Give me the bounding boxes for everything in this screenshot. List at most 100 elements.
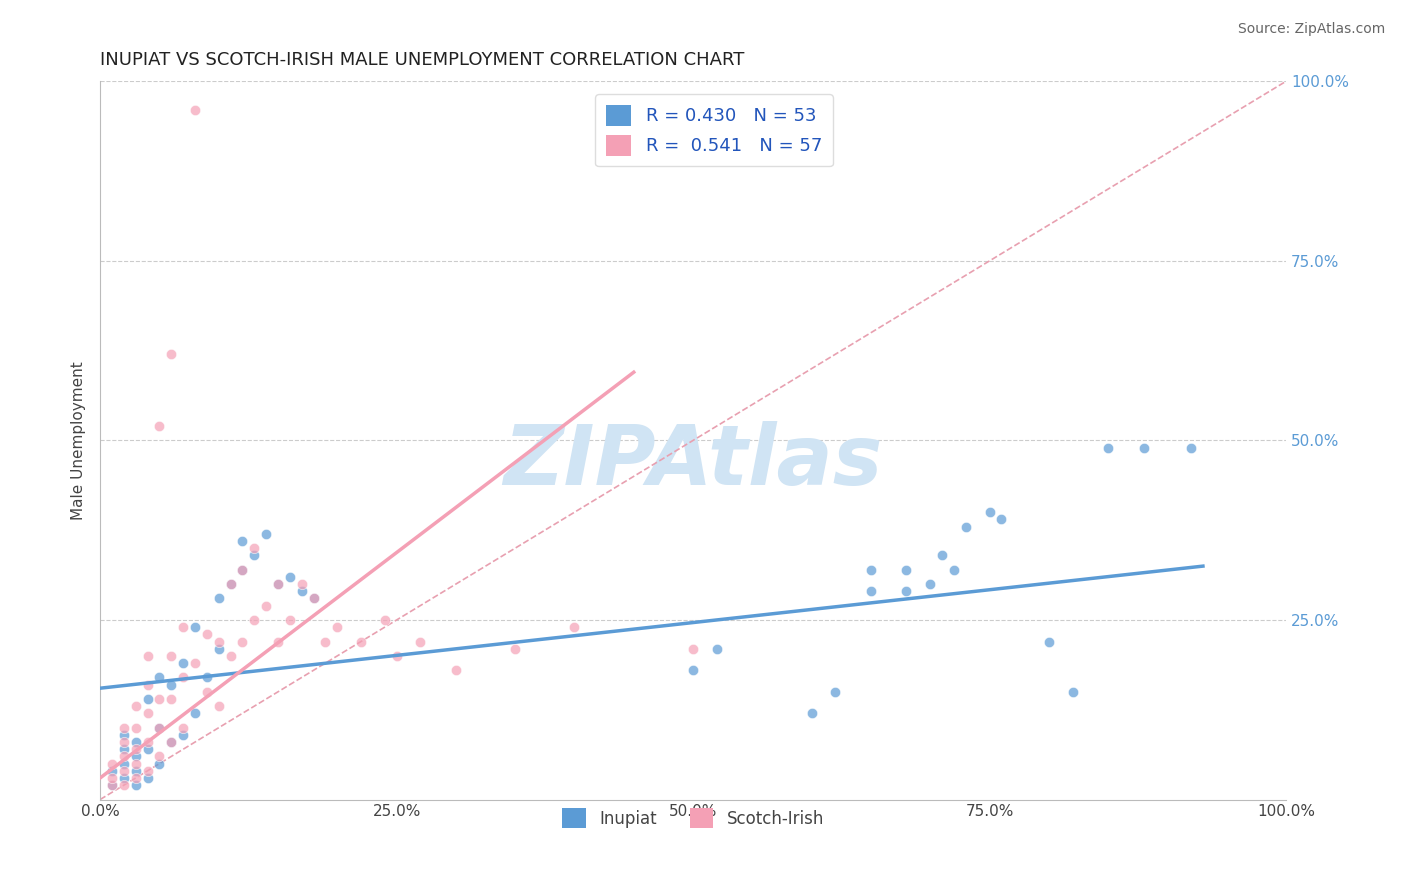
- Point: [267, 634, 290, 648]
- Point: [706, 641, 728, 656]
- Point: [208, 634, 231, 648]
- Point: [195, 685, 218, 699]
- Point: [136, 735, 159, 749]
- Point: [208, 699, 231, 714]
- Point: [859, 563, 882, 577]
- Point: [160, 735, 183, 749]
- Point: [112, 749, 135, 764]
- Point: [219, 577, 242, 591]
- Point: [302, 591, 325, 606]
- Point: [1097, 441, 1119, 455]
- Point: [136, 742, 159, 756]
- Point: [231, 563, 253, 577]
- Point: [326, 620, 349, 634]
- Point: [101, 771, 124, 785]
- Point: [291, 577, 314, 591]
- Text: INUPIAT VS SCOTCH-IRISH MALE UNEMPLOYMENT CORRELATION CHART: INUPIAT VS SCOTCH-IRISH MALE UNEMPLOYMEN…: [100, 51, 745, 69]
- Point: [231, 563, 253, 577]
- Point: [136, 764, 159, 778]
- Point: [101, 778, 124, 792]
- Point: [136, 678, 159, 692]
- Point: [125, 778, 148, 792]
- Point: [184, 620, 207, 634]
- Point: [291, 584, 314, 599]
- Point: [160, 347, 183, 361]
- Point: [444, 663, 467, 677]
- Point: [101, 764, 124, 778]
- Point: [125, 764, 148, 778]
- Point: [243, 549, 266, 563]
- Point: [136, 706, 159, 721]
- Point: [682, 641, 704, 656]
- Point: [112, 778, 135, 792]
- Point: [231, 533, 253, 548]
- Point: [503, 641, 526, 656]
- Point: [112, 756, 135, 771]
- Point: [148, 692, 170, 706]
- Point: [195, 627, 218, 641]
- Point: [125, 699, 148, 714]
- Text: ZIPAtlas: ZIPAtlas: [503, 422, 883, 502]
- Point: [112, 735, 135, 749]
- Point: [231, 634, 253, 648]
- Point: [148, 749, 170, 764]
- Point: [254, 599, 277, 613]
- Point: [112, 728, 135, 742]
- Text: Source: ZipAtlas.com: Source: ZipAtlas.com: [1237, 22, 1385, 37]
- Point: [1038, 634, 1060, 648]
- Point: [219, 648, 242, 663]
- Point: [800, 706, 823, 721]
- Point: [267, 577, 290, 591]
- Point: [136, 771, 159, 785]
- Point: [195, 670, 218, 684]
- Point: [385, 648, 408, 663]
- Point: [125, 742, 148, 756]
- Point: [896, 584, 918, 599]
- Point: [148, 721, 170, 735]
- Point: [350, 634, 373, 648]
- Point: [160, 735, 183, 749]
- Point: [208, 641, 231, 656]
- Point: [682, 663, 704, 677]
- Point: [955, 519, 977, 533]
- Point: [184, 103, 207, 117]
- Point: [148, 419, 170, 434]
- Point: [112, 764, 135, 778]
- Point: [278, 613, 301, 627]
- Point: [942, 563, 965, 577]
- Point: [564, 620, 586, 634]
- Point: [931, 549, 953, 563]
- Point: [112, 771, 135, 785]
- Point: [1132, 441, 1154, 455]
- Point: [160, 648, 183, 663]
- Point: [243, 613, 266, 627]
- Point: [254, 526, 277, 541]
- Point: [314, 634, 336, 648]
- Point: [920, 577, 942, 591]
- Point: [172, 656, 194, 670]
- Point: [148, 721, 170, 735]
- Point: [136, 692, 159, 706]
- Point: [125, 735, 148, 749]
- Point: [824, 685, 846, 699]
- Point: [125, 749, 148, 764]
- Point: [409, 634, 432, 648]
- Point: [112, 742, 135, 756]
- Point: [896, 563, 918, 577]
- Y-axis label: Male Unemployment: Male Unemployment: [72, 361, 86, 520]
- Point: [208, 591, 231, 606]
- Point: [979, 505, 1001, 519]
- Point: [160, 692, 183, 706]
- Point: [243, 541, 266, 556]
- Point: [1062, 685, 1084, 699]
- Point: [219, 577, 242, 591]
- Point: [148, 670, 170, 684]
- Point: [172, 620, 194, 634]
- Point: [136, 648, 159, 663]
- Point: [125, 721, 148, 735]
- Point: [1180, 441, 1202, 455]
- Point: [267, 577, 290, 591]
- Point: [184, 706, 207, 721]
- Point: [184, 656, 207, 670]
- Point: [112, 721, 135, 735]
